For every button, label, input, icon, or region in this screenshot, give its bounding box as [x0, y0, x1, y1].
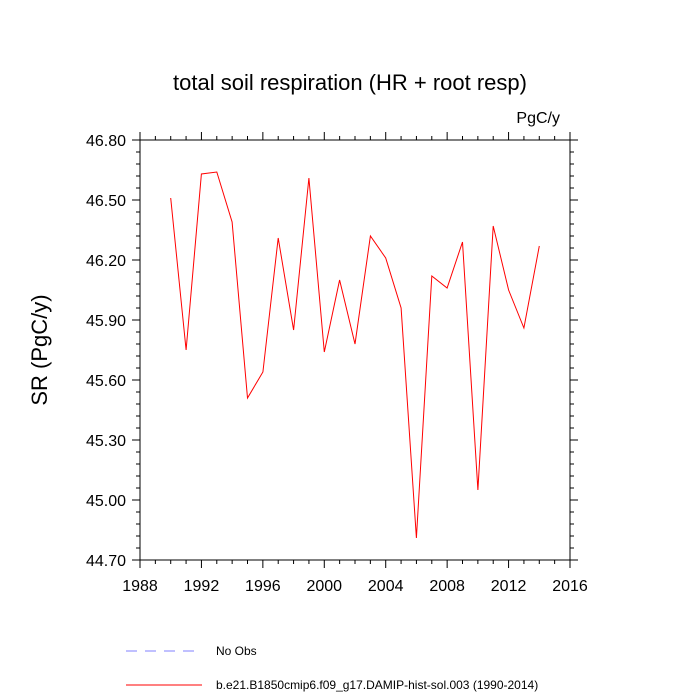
- y-tick-label: 45.60: [86, 373, 126, 390]
- y-tick-label: 46.50: [86, 193, 126, 210]
- x-tick-label: 2004: [368, 578, 404, 595]
- legend: No Obs b.e21.B1850cmip6.f09_g17.DAMIP-hi…: [126, 644, 538, 692]
- y-tick-label: 45.90: [86, 313, 126, 330]
- y-axis-label: SR (PgC/y): [27, 294, 52, 405]
- y-tick-label: 45.00: [86, 493, 126, 510]
- y-tick-label: 44.70: [86, 553, 126, 570]
- axis-ticks: [132, 132, 578, 568]
- x-tick-label: 2016: [552, 578, 588, 595]
- x-tick-label: 2008: [429, 578, 465, 595]
- y-tick-labels: 44.70 45.00 45.30 45.60 45.90 46.20 46.50 46.80: [86, 133, 126, 570]
- legend-label-no-obs: No Obs: [216, 644, 257, 658]
- legend-label-model: b.e21.B1850cmip6.f09_g17.DAMIP-hist-sol.…: [216, 678, 538, 692]
- x-tick-label: 2012: [491, 578, 527, 595]
- y-tick-label: 46.80: [86, 133, 126, 150]
- series-line: [170, 171, 540, 539]
- y-tick-label: 45.30: [86, 433, 126, 450]
- x-tick-labels: 1988 1992 1996 2000 2004 2008 2012 2016: [122, 578, 588, 595]
- y-tick-label: 46.20: [86, 253, 126, 270]
- x-tick-label: 1996: [245, 578, 281, 595]
- x-tick-label: 1988: [122, 578, 158, 595]
- x-tick-label: 2000: [306, 578, 342, 595]
- units-label: PgC/y: [516, 110, 560, 127]
- chart-title: total soil respiration (HR + root resp): [173, 70, 527, 95]
- x-tick-label: 1992: [184, 578, 220, 595]
- series-lines: [170, 171, 540, 539]
- plot-frame: [139, 139, 571, 561]
